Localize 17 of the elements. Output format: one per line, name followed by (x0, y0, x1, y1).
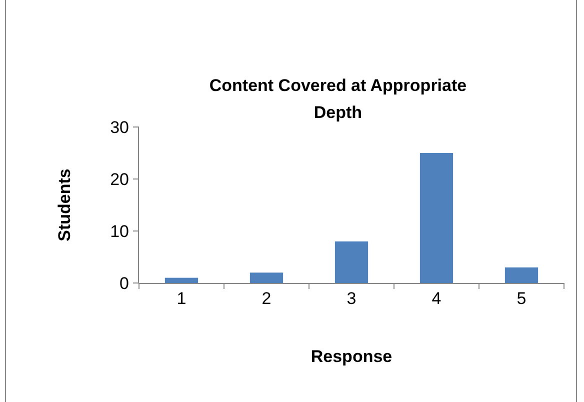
chart-title: Content Covered at Appropriate Depth (209, 76, 467, 122)
x-tick-label: 4 (432, 289, 442, 308)
bar (250, 272, 284, 283)
y-tick-label: 20 (110, 170, 129, 189)
bar (420, 153, 454, 283)
bar (164, 278, 198, 283)
x-tick-label: 1 (176, 289, 186, 308)
y-tick-label: 10 (110, 222, 129, 241)
x-tick-label: 3 (346, 289, 356, 308)
x-tick-label: 2 (262, 289, 272, 308)
bar (504, 267, 538, 283)
y-tick-label: 0 (120, 274, 129, 293)
y-axis-title: Students (55, 168, 74, 242)
x-axis-title: Response (310, 347, 392, 366)
x-tick-label: 5 (516, 289, 526, 308)
y-tick-label: 30 (110, 118, 129, 137)
bar (334, 241, 368, 283)
